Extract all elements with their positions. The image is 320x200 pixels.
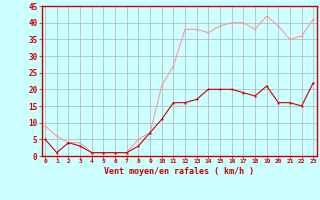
X-axis label: Vent moyen/en rafales ( km/h ): Vent moyen/en rafales ( km/h ): [104, 167, 254, 176]
